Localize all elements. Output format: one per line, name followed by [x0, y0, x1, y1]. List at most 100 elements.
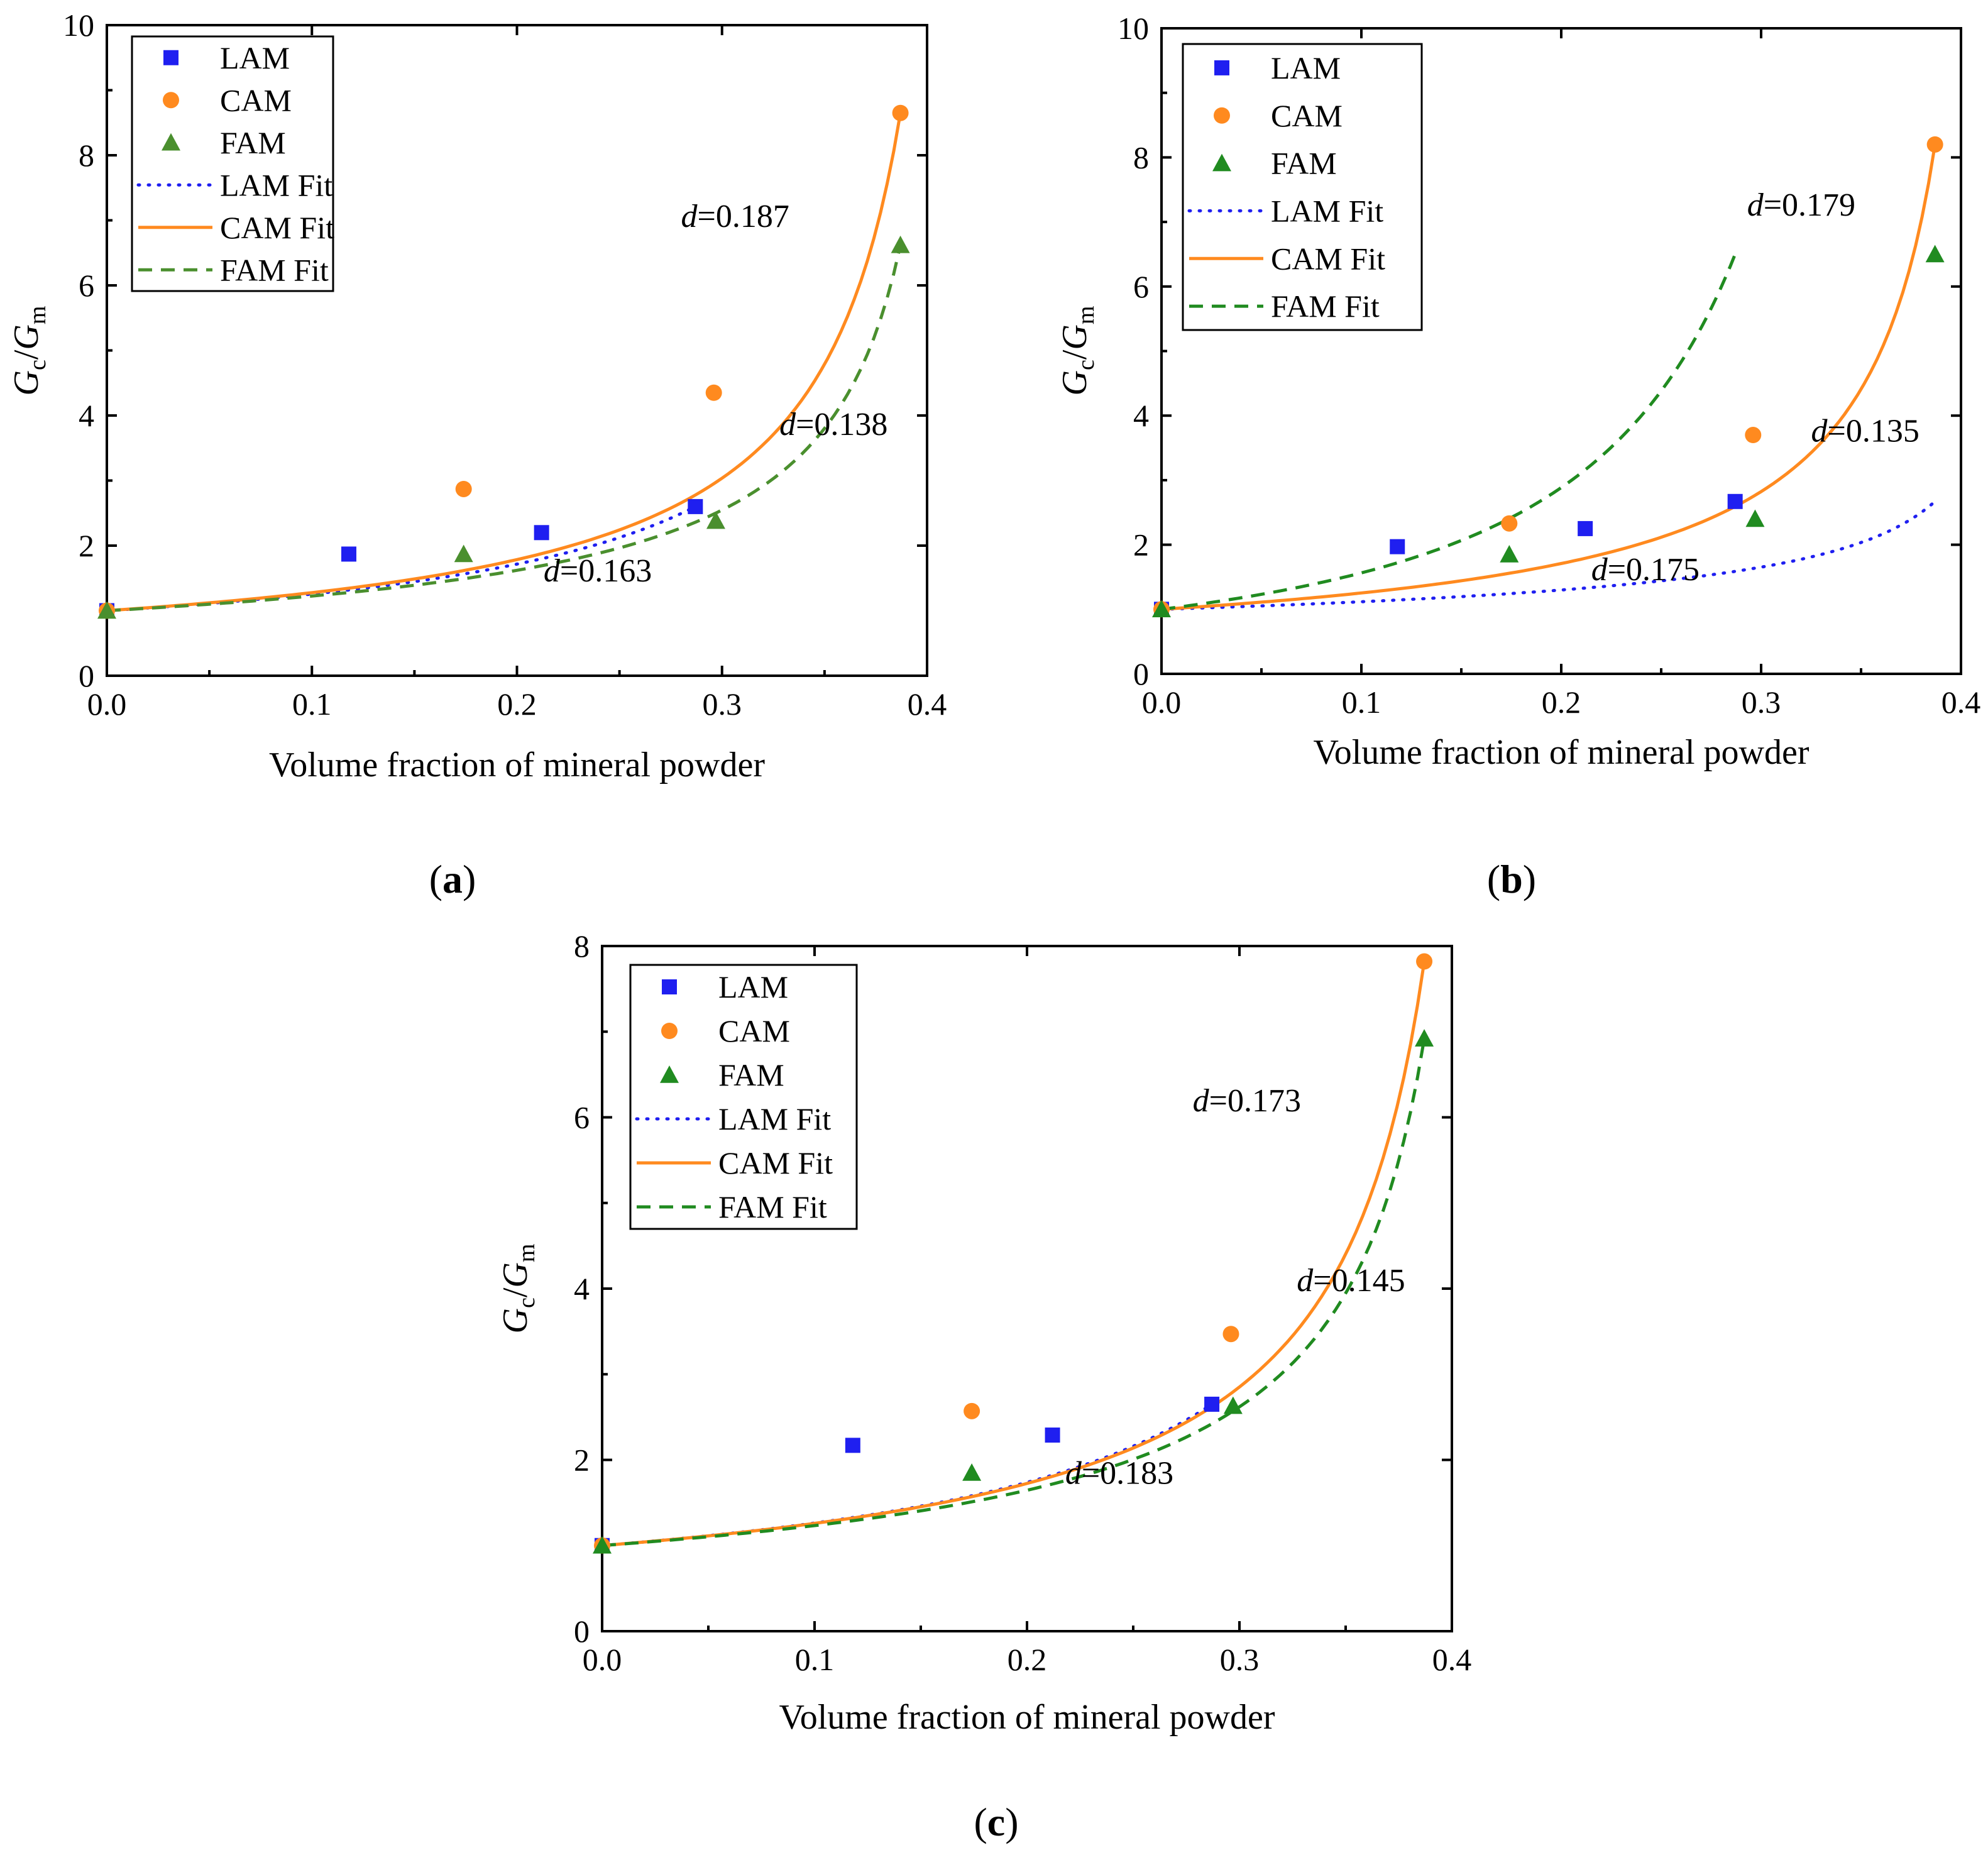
legend-label: LAM — [1271, 50, 1341, 85]
legend-label: FAM Fit — [220, 252, 329, 287]
cam-point — [455, 480, 472, 497]
y-tick-label: 4 — [1133, 398, 1149, 433]
fam-point — [706, 511, 725, 529]
lam-point — [845, 1438, 860, 1453]
y-tick-label: 6 — [1133, 269, 1149, 304]
panel-a: 0.0 0.1 0.2 0.3 0.4 0 2 4 6 8 10 Volume fraction of… — [7, 8, 947, 784]
legend-label: CAM Fit — [718, 1145, 833, 1180]
lam-fit-line — [1161, 500, 1937, 611]
y-tick-label: 6 — [574, 1100, 590, 1135]
legend-marker-cam — [661, 1023, 678, 1039]
legend-marker-fam — [660, 1065, 679, 1083]
legend-label: FAM — [718, 1057, 784, 1092]
fam-point — [1745, 509, 1765, 527]
x-tick-label: 0.3 — [703, 686, 742, 722]
cam-point — [1745, 427, 1762, 444]
panel-c: 0.0 0.1 0.2 0.3 0.4 0 2 4 6 8 Volume fraction of m… — [496, 928, 1471, 1737]
legend-label: FAM — [220, 125, 286, 160]
y-tick-label: 0 — [79, 658, 94, 693]
x-tick-label: 0.1 — [795, 1642, 835, 1677]
y-tick-label: 10 — [1118, 11, 1149, 46]
data-area — [107, 113, 903, 612]
x-tick-label: 0.4 — [1432, 1642, 1472, 1677]
lam-point — [1578, 520, 1593, 536]
legend: LAM CAM FAM LAM Fit CAM Fit FAM Fit — [629, 964, 858, 1230]
legend-label: CAM — [220, 82, 292, 118]
legend-marker-fam — [1212, 153, 1231, 172]
y-tick-label: 4 — [79, 398, 94, 433]
y-tick-label: 0 — [574, 1614, 590, 1649]
fam-point — [1500, 545, 1519, 563]
x-tick-label: 0.0 — [1142, 685, 1182, 720]
fit-annotation: d=0.179 — [1747, 187, 1855, 223]
y-axis-label: Gc/Gm — [1055, 306, 1099, 396]
y-tick-label: 8 — [574, 928, 590, 964]
lam-point — [341, 546, 356, 562]
cam-fit-line — [107, 113, 903, 612]
legend-label: FAM — [1271, 146, 1337, 181]
legend-label: LAM Fit — [220, 167, 332, 202]
y-tick-label: 2 — [574, 1443, 590, 1478]
legend: LAM CAM FAM LAM Fit CAM Fit FAM Fit — [1182, 43, 1423, 331]
data-area — [1161, 144, 1937, 611]
legend-box — [629, 964, 858, 1230]
legend-label: CAM — [1271, 98, 1343, 133]
cam-point — [964, 1402, 980, 1419]
legend-label: LAM — [220, 40, 290, 75]
legend-box — [131, 35, 334, 292]
legend-marker-lam — [662, 979, 677, 994]
cam-point — [1416, 953, 1433, 970]
x-tick-label: 0.3 — [1742, 685, 1781, 720]
x-axis-label: Volume fraction of mineral powder — [269, 746, 765, 784]
panel-label-b: (b) — [1487, 857, 1536, 901]
fam-point — [1415, 1029, 1434, 1047]
legend-label: FAM Fit — [718, 1189, 827, 1224]
legend-label: LAM — [718, 969, 788, 1004]
x-tick-label: 0.2 — [497, 686, 537, 722]
cam-point — [1926, 136, 1943, 153]
fit-annotation: d=0.183 — [1065, 1456, 1173, 1492]
legend-marker-cam — [163, 92, 179, 109]
x-tick-label: 0.4 — [908, 686, 947, 722]
legend-marker-lam — [1214, 60, 1229, 75]
y-tick-label: 2 — [79, 528, 94, 563]
lam-point — [1204, 1396, 1220, 1412]
x-axis-label: Volume fraction of mineral powder — [779, 1698, 1275, 1737]
fam-point — [593, 1536, 612, 1554]
x-tick-label: 0.2 — [1008, 1642, 1047, 1677]
fit-annotation: d=0.175 — [1591, 552, 1700, 588]
x-tick-label: 0.3 — [1220, 1642, 1260, 1677]
legend-label: CAM — [718, 1013, 790, 1048]
lam-point — [688, 498, 703, 514]
lam-point — [1390, 539, 1405, 554]
fam-fit-line — [1161, 253, 1737, 611]
legend-marker-lam — [163, 50, 178, 65]
fam-point — [962, 1463, 982, 1481]
fit-annotation: d=0.187 — [681, 199, 789, 234]
panel-b: 0.0 0.1 0.2 0.3 0.4 0 2 4 6 8 10 Volume fraction of… — [1055, 11, 1980, 772]
fam-point — [97, 601, 116, 619]
fam-fit-line — [602, 1038, 1426, 1548]
cam-point — [705, 384, 722, 401]
x-tick-label: 0.2 — [1542, 685, 1581, 720]
fit-annotation: d=0.138 — [779, 407, 887, 443]
panel-label-a: (a) — [429, 857, 476, 901]
y-axis-label: Gc/Gm — [7, 306, 51, 396]
legend-marker-cam — [1214, 107, 1230, 124]
y-tick-label: 6 — [79, 268, 94, 303]
legend-marker-fam — [162, 133, 180, 151]
y-axis-label: Gc/Gm — [496, 1244, 540, 1334]
legend: LAM CAM FAM LAM Fit CAM Fit FAM Fit — [131, 35, 334, 292]
cam-point — [1501, 515, 1518, 532]
fit-annotation: d=0.163 — [544, 553, 652, 589]
fam-point — [1152, 600, 1171, 618]
fam-point — [891, 235, 910, 253]
x-tick-label: 0.1 — [1342, 685, 1381, 720]
y-tick-label: 0 — [1133, 656, 1149, 691]
legend-label: CAM Fit — [220, 210, 334, 245]
y-tick-label: 8 — [79, 138, 94, 173]
cam-fit-line — [1161, 144, 1937, 611]
legend-label: CAM Fit — [1271, 241, 1385, 276]
fam-point — [1223, 1396, 1243, 1414]
